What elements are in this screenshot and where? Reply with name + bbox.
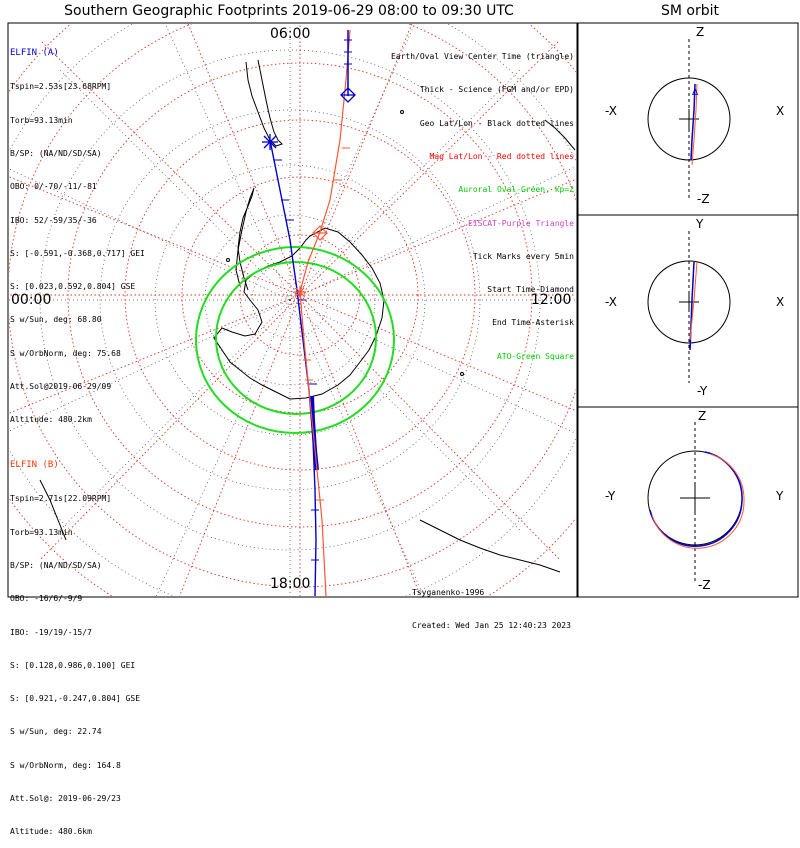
elfin-b-line: S w/OrbNorm, deg: 164.8 xyxy=(10,760,121,770)
elfin-a-line: S: [-0.591,-0.368,0.717] GEI xyxy=(10,248,145,258)
sm-frame xyxy=(577,22,799,598)
elfin-b-track xyxy=(299,29,351,596)
svg-text:Δ: Δ xyxy=(692,88,699,98)
legend-item: End Time-Asterisk xyxy=(492,318,574,328)
elfin-b-line: Altitude: 480.6km xyxy=(10,827,92,837)
elfin-a-info: ELFIN (A) Tspin=2.53s[23.68RPM] Torb=93.… xyxy=(10,26,145,436)
sm3-left-label: -Y xyxy=(605,489,616,503)
elfin-b-line: Tspin=2.71s[22.09RPM] xyxy=(10,494,112,504)
legend-item: Mag Lat/Lon - Red dotted lines xyxy=(429,152,575,162)
elfin-a-line: Att.Sol@2019-06-29/09 xyxy=(10,382,112,391)
map-frame xyxy=(7,22,578,598)
sm1-top-label: Z xyxy=(696,25,705,39)
sm3-top-label: Z xyxy=(698,409,707,423)
sm2-bottom-label: -Y xyxy=(697,384,708,398)
sm2-top-label: Y xyxy=(696,217,704,231)
elfin-a-ticks xyxy=(274,159,319,561)
sm1-left-label: -X xyxy=(605,104,617,118)
elfin-b-line: IBO: -19/19/-15/7 xyxy=(10,627,92,637)
sm1-bottom-label: -Z xyxy=(697,192,710,206)
new-zealand-coast xyxy=(39,479,67,541)
elfin-b-line: S: [0.128,0.986,0.100] GEI xyxy=(10,660,136,670)
clock-label-right: 12:00 xyxy=(531,292,572,308)
elfin-a-line: S w/Sun, deg: 68.80 xyxy=(10,315,102,325)
elfin-a-end-asterisk xyxy=(262,134,278,150)
model-credit: Tsyganenko-1996 xyxy=(412,588,485,597)
elfin-a-start-diamond xyxy=(340,87,356,103)
sm3-bottom-label: -Z xyxy=(698,578,711,592)
page-title: Southern Geographic Footprints 2019-06-2… xyxy=(64,3,514,19)
elfin-a-upper-ticks xyxy=(344,39,352,65)
elfin-a-line: IBO: 52/-59/35/-36 xyxy=(10,215,97,225)
elfin-b-ticks xyxy=(303,147,350,501)
legend-item: Start Time-Diamond xyxy=(487,285,574,295)
africa-coast xyxy=(544,119,576,151)
south-america-coast xyxy=(245,59,283,147)
sm-orbit-title: SM orbit xyxy=(660,3,719,19)
clock-label-top: 06:00 xyxy=(270,26,311,42)
legend-item: Geo Lat/Lon - Black dotted lines xyxy=(419,118,574,128)
elfin-a-line: Torb=93.13min xyxy=(10,115,73,125)
australia-coast xyxy=(419,519,561,573)
elfin-b-center-asterisk xyxy=(294,286,306,298)
clock-label-left: 00:00 xyxy=(11,292,52,308)
legend-item: Earth/Oval View Center Time (triangle) xyxy=(390,52,574,62)
elfin-a-line: Altitude: 480.2km xyxy=(10,415,92,425)
auroral-oval-inner xyxy=(215,261,377,415)
sm-panel-2 xyxy=(647,231,731,383)
auroral-oval-outer xyxy=(195,246,395,434)
sm3-right-label: Y xyxy=(776,489,784,503)
antarctic-peninsula xyxy=(235,187,255,291)
legend-item: Auroral Oval-Green, kp=2 xyxy=(458,185,574,195)
elfin-b-line: B/SP: (NA/ND/SD/SA) xyxy=(10,561,102,571)
elfin-a-line: S w/OrbNorm, deg: 75.68 xyxy=(10,348,121,358)
map-canvas: Δ xyxy=(7,22,799,598)
legend-item: EISCAT-Purple Triangle xyxy=(468,218,574,228)
elfin-b-line: S w/Sun, deg: 22.74 xyxy=(10,727,102,737)
antarctica-coastline xyxy=(213,227,385,400)
map-legend: Earth/Oval View Center Time (triangle) T… xyxy=(391,29,574,373)
legend-item: Thick - Science (FGM and/or EPD) xyxy=(419,85,574,95)
elfin-b-line: S: [0.921,-0.247,0.804] GSE xyxy=(10,694,141,704)
created-timestamp: Created: Wed Jan 25 12:40:23 2023 xyxy=(412,621,571,630)
elfin-b-header: ELFIN (B) xyxy=(10,460,59,471)
legend-item: Tick Marks every 5min xyxy=(472,251,574,261)
island xyxy=(460,372,464,376)
sm2-right-label: X xyxy=(776,295,785,309)
elfin-b-start-diamond xyxy=(312,225,328,241)
elfin-a-line: B/SP: (NA/ND/SD/SA) xyxy=(10,149,102,159)
island xyxy=(226,258,230,262)
elfin-a-track xyxy=(269,139,317,596)
sm2-left-label: -X xyxy=(605,295,617,309)
polar-map xyxy=(9,24,576,596)
elfin-a-line: Tspin=2.53s[23.68RPM] xyxy=(10,82,112,92)
sm1-right-label: X xyxy=(776,104,785,118)
elfin-b-info: ELFIN (B) Tspin=2.71s[22.09RPM] Torb=93.… xyxy=(10,438,140,848)
elfin-b-line: Att.Sol@: 2019-06-29/23 xyxy=(10,794,121,803)
elfin-a-line: OBO: 0/-70/-11/-81 xyxy=(10,182,97,192)
sm-panel-3 xyxy=(647,422,745,582)
legend-item: ATO-Green Square xyxy=(496,351,574,361)
elfin-a-header: ELFIN (A) xyxy=(10,48,59,59)
credits: Tsyganenko-1996 Created: Wed Jan 25 12:4… xyxy=(412,565,571,642)
elfin-b-line: Torb=93.13min xyxy=(10,527,73,537)
elfin-b-line: OBO: -16/6/-9/9 xyxy=(10,594,83,604)
island xyxy=(400,110,404,114)
clock-label-bottom: 18:00 xyxy=(270,576,311,592)
sm-panel-1: Δ xyxy=(647,39,731,200)
elfin-a-line: S: [0.023,0.592,0.804] GSE xyxy=(10,282,136,292)
